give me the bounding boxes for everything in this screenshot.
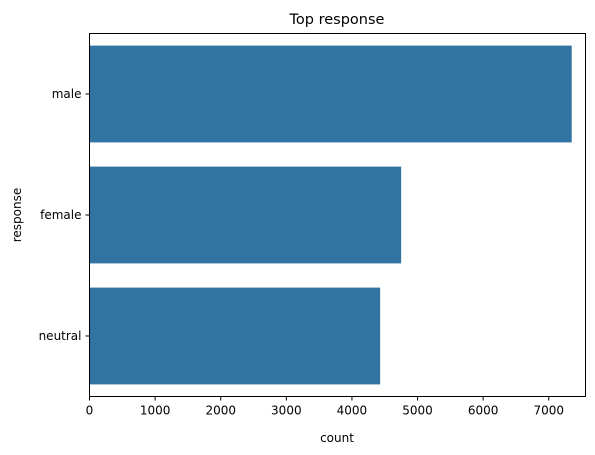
- plot-frame: [89, 33, 586, 397]
- bars-group: [89, 45, 572, 385]
- y-tick-label: female: [40, 208, 81, 222]
- x-tick-label: 2000: [205, 404, 236, 418]
- y-tick-label: male: [52, 87, 82, 101]
- x-tick-label: 5000: [402, 404, 433, 418]
- bar-neutral: [89, 287, 381, 385]
- x-tick-label: 6000: [468, 404, 499, 418]
- x-axis-ticks: 0 1000 2000 3000 4000 5000 6000 7000: [86, 396, 564, 418]
- bar-male: [89, 45, 572, 143]
- x-tick-label: 4000: [337, 404, 368, 418]
- x-tick-label: 0: [86, 404, 94, 418]
- x-tick-label: 3000: [271, 404, 302, 418]
- x-axis-label: count: [320, 431, 354, 445]
- x-tick-label: 7000: [533, 404, 564, 418]
- y-tick-label: neutral: [39, 329, 82, 343]
- y-axis-label: response: [10, 188, 24, 243]
- bar-female: [89, 166, 402, 264]
- x-tick-label: 1000: [140, 404, 171, 418]
- chart-title: Top response: [289, 12, 385, 28]
- y-axis-ticks: male female neutral: [39, 87, 90, 343]
